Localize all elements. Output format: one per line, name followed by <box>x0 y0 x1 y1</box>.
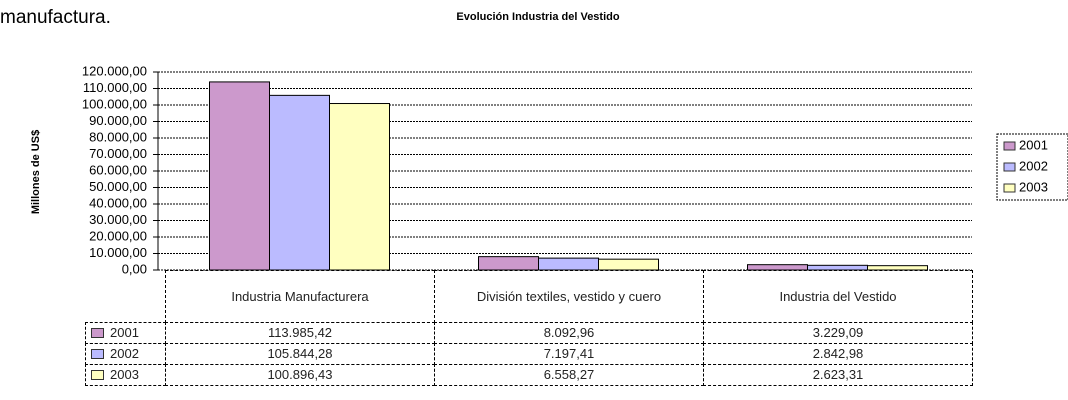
table-value: 6.558,27 <box>434 364 704 386</box>
page-fragment: manufactura. <box>0 7 111 28</box>
y-tick-label: 80.000,00 <box>89 129 147 144</box>
table-series-name: 2001 <box>110 325 139 340</box>
category-cell: División textiles, vestido y cuero <box>434 270 704 323</box>
chart-title: Evolución Industria del Vestido <box>456 11 619 23</box>
legend-swatch <box>1003 162 1016 172</box>
table-value: 2.842,98 <box>703 343 973 365</box>
bar <box>598 258 659 271</box>
legend-swatch <box>1003 141 1016 151</box>
y-tick-label: 40.000,00 <box>89 195 147 210</box>
category-cell: Industria Manufacturera <box>165 270 435 323</box>
table-swatch <box>91 370 104 380</box>
y-tick-label: 30.000,00 <box>89 212 147 227</box>
y-axis-label: Millones de US$ <box>30 130 42 214</box>
table-series-cell: 2002 <box>85 343 166 365</box>
y-tick-label: 90.000,00 <box>89 113 147 128</box>
legend-label: 2001 <box>1019 137 1048 152</box>
legend-label: 2002 <box>1019 158 1048 173</box>
table-value: 113.985,42 <box>165 322 435 344</box>
y-tick-label: 50.000,00 <box>89 179 147 194</box>
bar <box>209 81 270 271</box>
table-series-name: 2003 <box>110 367 139 382</box>
table-series-cell: 2003 <box>85 364 166 386</box>
table-swatch <box>91 349 104 359</box>
y-tick-label: 20.000,00 <box>89 228 147 243</box>
table-swatch <box>91 328 104 338</box>
y-tick-label: 110.000,00 <box>83 80 147 95</box>
y-tick-label: 120.000,00 <box>82 63 147 78</box>
table-value: 2.623,31 <box>703 364 973 386</box>
table-value: 105.844,28 <box>165 343 435 365</box>
legend-swatch <box>1003 183 1016 193</box>
y-tick-label: 70.000,00 <box>89 146 147 161</box>
category-cell: Industria del Vestido <box>703 270 973 323</box>
bar <box>538 257 599 271</box>
bar <box>269 94 330 271</box>
table-value: 100.896,43 <box>165 364 435 386</box>
table-value: 8.092,96 <box>434 322 704 344</box>
table-value: 3.229,09 <box>703 322 973 344</box>
table-series-cell: 2001 <box>85 322 166 344</box>
table-value: 7.197,41 <box>434 343 704 365</box>
y-tick-label: 0,00 <box>122 261 147 276</box>
y-tick-label: 60.000,00 <box>89 162 147 177</box>
legend-label: 2003 <box>1019 179 1048 194</box>
y-tick-label: 10.000,00 <box>89 245 147 260</box>
bar <box>329 103 390 271</box>
bar <box>478 256 539 271</box>
y-tick-label: 100.000,00 <box>82 96 147 111</box>
table-series-name: 2002 <box>110 346 139 361</box>
